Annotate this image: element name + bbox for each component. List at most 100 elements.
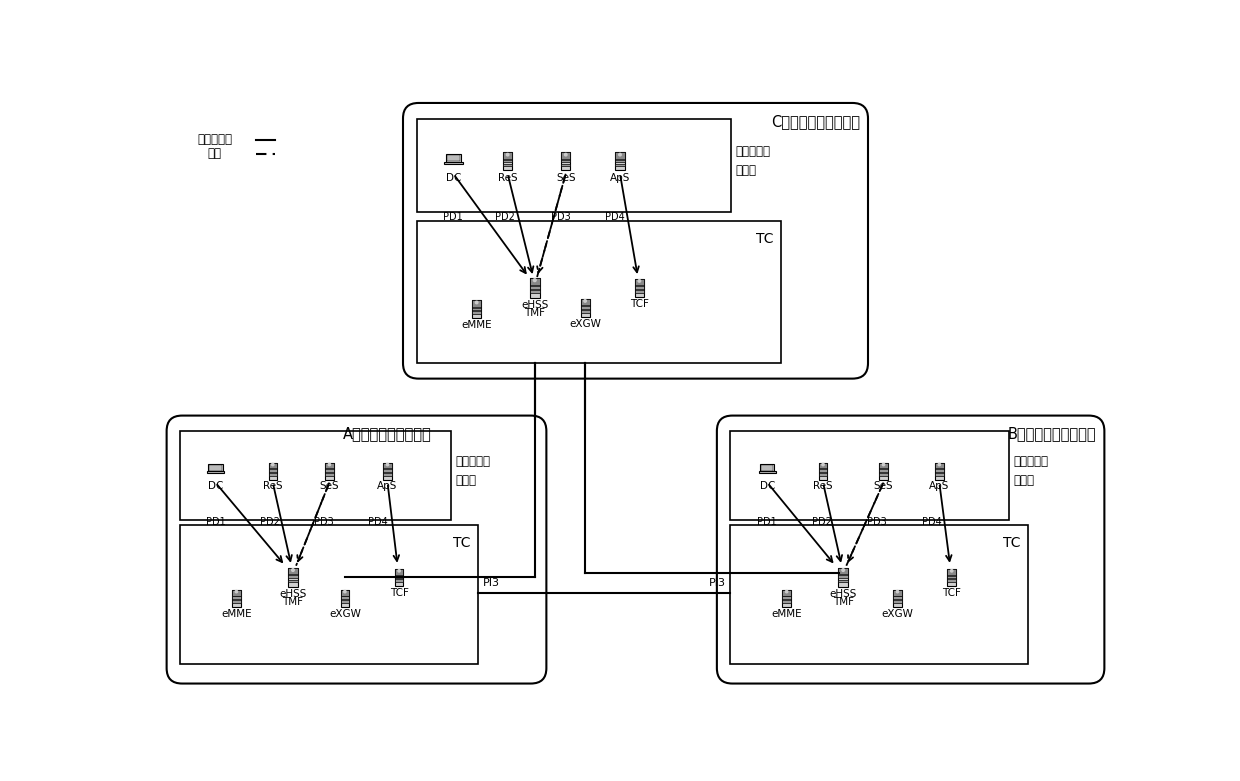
Circle shape bbox=[619, 153, 621, 156]
Text: 信令: 信令 bbox=[207, 148, 221, 160]
Bar bbox=[325, 473, 334, 476]
Text: 集群调度应
用平台: 集群调度应 用平台 bbox=[456, 455, 491, 487]
Bar bbox=[394, 569, 403, 586]
Bar bbox=[503, 152, 512, 170]
Text: 集群调度应
用平台: 集群调度应 用平台 bbox=[735, 145, 770, 177]
Bar bbox=[893, 597, 901, 599]
Circle shape bbox=[475, 301, 477, 304]
Bar bbox=[288, 580, 298, 583]
Bar bbox=[394, 569, 403, 575]
Text: eHSS: eHSS bbox=[279, 589, 306, 599]
Text: ReS: ReS bbox=[497, 173, 517, 183]
Bar bbox=[472, 308, 481, 310]
Bar bbox=[503, 164, 512, 166]
Bar bbox=[341, 597, 350, 599]
Text: TC: TC bbox=[1003, 536, 1021, 550]
Text: eHSS: eHSS bbox=[521, 300, 548, 310]
Bar bbox=[935, 473, 944, 476]
Circle shape bbox=[639, 280, 641, 282]
Text: ApS: ApS bbox=[929, 482, 950, 491]
Bar bbox=[269, 462, 277, 480]
Bar bbox=[935, 462, 944, 480]
Circle shape bbox=[236, 590, 238, 593]
Bar bbox=[893, 590, 901, 596]
Bar bbox=[947, 569, 956, 586]
Bar bbox=[818, 473, 827, 476]
Circle shape bbox=[584, 300, 587, 302]
Bar bbox=[232, 597, 241, 599]
Text: 集群调度应
用平台: 集群调度应 用平台 bbox=[1014, 455, 1049, 487]
Bar bbox=[288, 576, 298, 578]
Text: A县核心网和应用平台: A县核心网和应用平台 bbox=[343, 426, 432, 441]
Bar bbox=[529, 291, 539, 293]
Bar bbox=[446, 155, 460, 161]
Bar bbox=[838, 568, 848, 575]
Bar bbox=[838, 580, 848, 583]
Bar bbox=[615, 152, 625, 159]
Bar bbox=[838, 568, 848, 587]
Bar bbox=[269, 462, 277, 469]
Bar bbox=[325, 462, 334, 480]
Text: eMME: eMME bbox=[461, 320, 492, 330]
Bar bbox=[893, 600, 901, 603]
Text: PD1: PD1 bbox=[206, 517, 226, 527]
Bar bbox=[879, 462, 888, 469]
Text: DC: DC bbox=[208, 482, 223, 491]
Bar bbox=[383, 462, 392, 480]
Text: eXGW: eXGW bbox=[882, 608, 914, 619]
Bar bbox=[635, 279, 644, 297]
Bar bbox=[269, 469, 277, 472]
Bar bbox=[759, 472, 776, 473]
Bar bbox=[472, 301, 481, 319]
Text: PI3: PI3 bbox=[708, 578, 725, 588]
Bar bbox=[818, 469, 827, 472]
Bar bbox=[935, 469, 944, 472]
Bar bbox=[269, 473, 277, 476]
Bar bbox=[893, 590, 901, 607]
Circle shape bbox=[533, 279, 536, 282]
Circle shape bbox=[564, 153, 567, 156]
Text: PI3: PI3 bbox=[482, 578, 500, 588]
Text: DC: DC bbox=[760, 482, 775, 491]
Text: TMF: TMF bbox=[525, 308, 546, 318]
Text: TCF: TCF bbox=[389, 588, 408, 597]
Bar bbox=[417, 221, 781, 363]
Text: TMF: TMF bbox=[283, 597, 304, 607]
Bar bbox=[730, 525, 1028, 664]
Bar bbox=[341, 590, 350, 596]
Bar bbox=[472, 301, 481, 307]
Bar bbox=[580, 310, 590, 312]
Text: PD4: PD4 bbox=[368, 517, 388, 527]
FancyBboxPatch shape bbox=[403, 103, 868, 379]
Circle shape bbox=[398, 569, 401, 572]
Bar bbox=[232, 590, 241, 607]
Circle shape bbox=[387, 463, 388, 465]
Bar bbox=[879, 469, 888, 472]
Text: B县核心网和应用平台: B县核心网和应用平台 bbox=[1008, 426, 1096, 441]
Bar bbox=[879, 462, 888, 480]
Bar bbox=[383, 469, 392, 472]
Bar bbox=[472, 312, 481, 314]
Circle shape bbox=[329, 463, 331, 465]
Text: PD1: PD1 bbox=[444, 212, 464, 222]
Bar bbox=[210, 465, 222, 471]
Text: eXGW: eXGW bbox=[329, 608, 361, 619]
Bar bbox=[782, 600, 791, 603]
Circle shape bbox=[291, 569, 294, 572]
Text: SeS: SeS bbox=[320, 482, 340, 491]
Bar bbox=[935, 462, 944, 469]
Bar bbox=[879, 473, 888, 476]
Bar bbox=[394, 576, 403, 578]
Text: eMME: eMME bbox=[221, 608, 252, 619]
Bar bbox=[562, 152, 570, 170]
FancyBboxPatch shape bbox=[717, 415, 1105, 683]
Text: ApS: ApS bbox=[610, 173, 630, 183]
Bar bbox=[562, 164, 570, 166]
Bar bbox=[761, 465, 774, 471]
Circle shape bbox=[897, 590, 899, 593]
Bar bbox=[615, 159, 625, 162]
Bar bbox=[503, 152, 512, 159]
Circle shape bbox=[842, 569, 844, 572]
Bar bbox=[562, 159, 570, 162]
Text: eHSS: eHSS bbox=[830, 589, 857, 599]
